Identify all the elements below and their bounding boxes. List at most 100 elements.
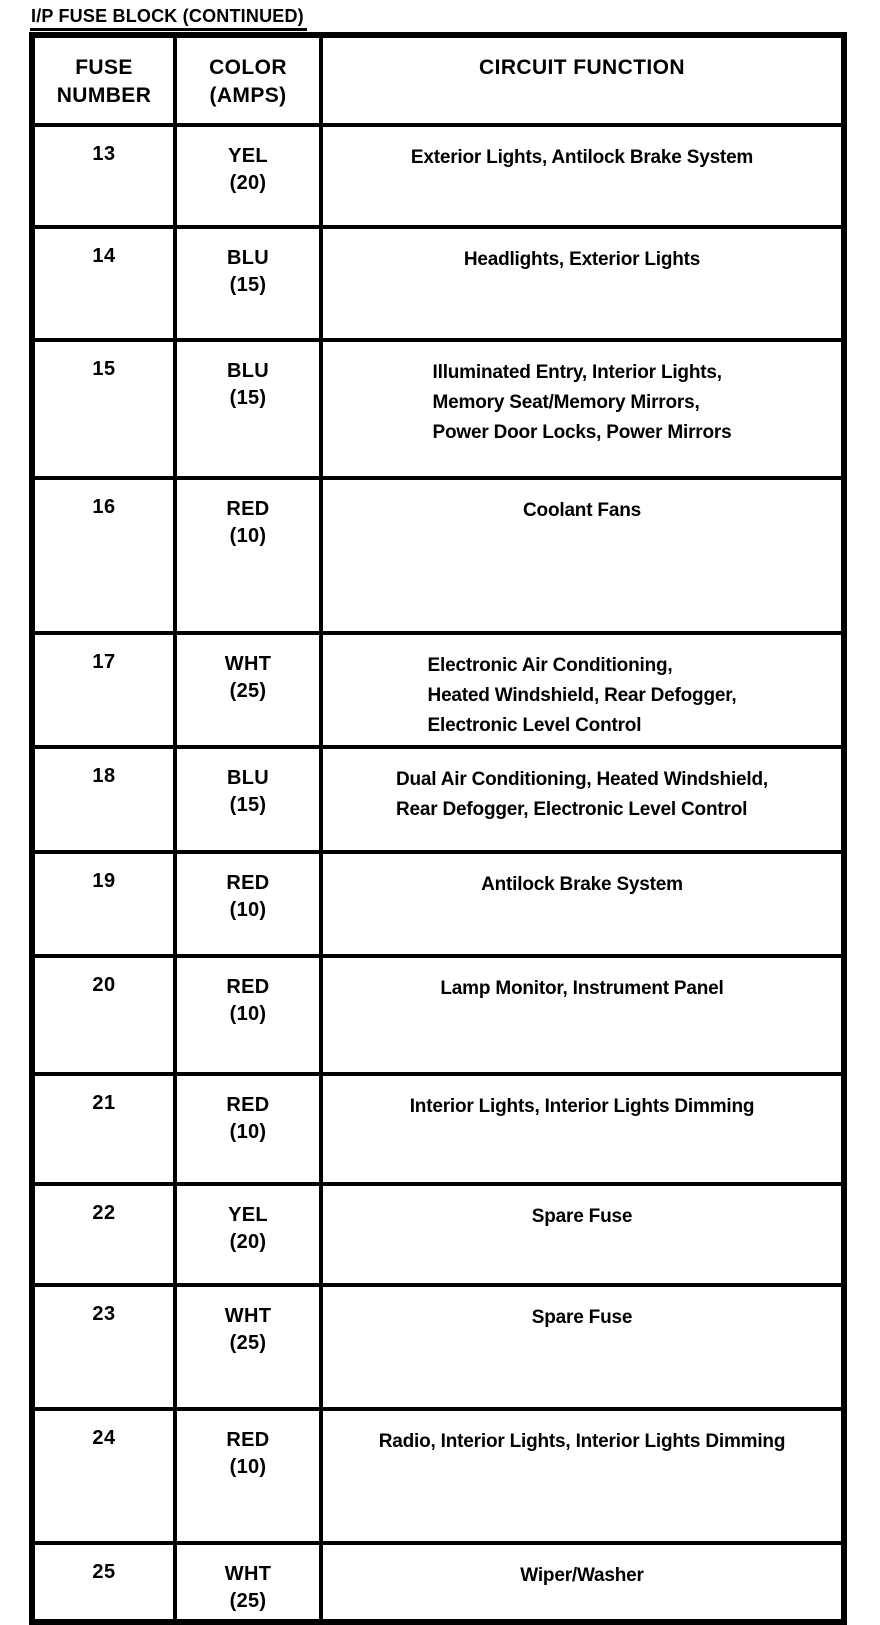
fuse-color: YEL	[228, 145, 268, 167]
fuse-amps: (10)	[229, 899, 267, 921]
table-row: 23 WHT (25) Spare Fuse	[30, 1283, 846, 1411]
table-row: 25 WHT (25) Wiper/Washer	[30, 1541, 846, 1624]
circuit-function-cell: Headlights, Exterior Lights	[319, 225, 846, 342]
page-title: I/P FUSE BLOCK (CONTINUED)	[30, 6, 307, 31]
fuse-amps: (10)	[229, 1121, 267, 1143]
circuit-function-cell: Lamp Monitor, Instrument Panel	[319, 954, 846, 1076]
color-amps-cell: BLU (15)	[173, 225, 323, 342]
circuit-function-cell: Dual Air Conditioning, Heated Windshield…	[319, 745, 846, 854]
circuit-function-cell: Exterior Lights, Antilock Brake System	[319, 123, 846, 229]
table-row: 21 RED (10) Interior Lights, Interior Lig…	[30, 1072, 846, 1186]
fuse-number-cell: 14	[30, 225, 177, 342]
table-row: 14 BLU (15) Headlights, Exterior Lights	[30, 225, 846, 342]
circuit-function-text: Spare Fuse	[531, 1307, 633, 1328]
color-amps-cell: YEL (20)	[173, 1182, 323, 1287]
table-header-row: FUSE NUMBER COLOR (AMPS) CIRCUIT FUNCTIO…	[30, 33, 846, 127]
fuse-amps: (15)	[229, 387, 267, 409]
color-amps-cell: RED (10)	[173, 850, 323, 958]
fuse-number-cell: 13	[30, 123, 177, 229]
circuit-function-cell: Spare Fuse	[319, 1283, 846, 1411]
fuse-amps: (25)	[229, 1332, 267, 1354]
fuse-number-cell: 22	[30, 1182, 177, 1287]
circuit-function-text: Exterior Lights, Antilock Brake System	[410, 147, 754, 168]
fuse-amps: (25)	[229, 680, 267, 702]
fuse-amps: (15)	[229, 794, 267, 816]
circuit-function-text: Lamp Monitor, Instrument Panel	[440, 978, 724, 999]
fuse-amps: (20)	[229, 1231, 267, 1253]
circuit-function-cell: Electronic Air Conditioning, Heated Wind…	[319, 631, 846, 749]
circuit-function-cell: Wiper/Washer	[319, 1541, 846, 1624]
circuit-function-cell: Spare Fuse	[319, 1182, 846, 1287]
fuse-number-cell: 18	[30, 745, 177, 854]
col-header-fuse-number: FUSE NUMBER	[30, 33, 177, 127]
fuse-color: RED	[226, 498, 270, 520]
fuse-number-cell: 19	[30, 850, 177, 958]
fuse-number-cell: 16	[30, 476, 177, 635]
circuit-function-text: Electronic Air Conditioning, Heated Wind…	[427, 655, 737, 736]
table-row: 19 RED (10) Antilock Brake System	[30, 850, 846, 958]
color-amps-cell: WHT (25)	[173, 1283, 323, 1411]
color-amps-cell: RED (10)	[173, 1407, 323, 1545]
table-row: 18 BLU (15) Dual Air Conditioning, Heated…	[30, 745, 846, 854]
fuse-amps: (10)	[229, 525, 267, 547]
table-row: 13 YEL (20) Exterior Lights, Antilock Bra…	[30, 123, 846, 229]
col-header-fuse-number-label: FUSE NUMBER	[56, 56, 152, 107]
circuit-function-cell: Coolant Fans	[319, 476, 846, 635]
fuse-color: BLU	[226, 247, 269, 269]
col-header-color-amps-label: COLOR (AMPS)	[209, 56, 287, 107]
fuse-number-cell: 23	[30, 1283, 177, 1411]
fuse-number-cell: 25	[30, 1541, 177, 1624]
table-row: 17 WHT (25) Electronic Air Conditioning, …	[30, 631, 846, 749]
fuse-color: WHT	[224, 1563, 272, 1585]
fuse-number-cell: 24	[30, 1407, 177, 1545]
circuit-function-cell: Radio, Interior Lights, Interior Lights …	[319, 1407, 846, 1545]
circuit-function-text: Coolant Fans	[523, 500, 641, 521]
col-header-color-amps: COLOR (AMPS)	[173, 33, 323, 127]
table-row: 24 RED (10) Radio, Interior Lights, Inter…	[30, 1407, 846, 1545]
color-amps-cell: WHT (25)	[173, 631, 323, 749]
table-row: 15 BLU (15) Illuminated Entry, Interior L…	[30, 338, 846, 480]
circuit-function-cell: Antilock Brake System	[319, 850, 846, 958]
fuse-color: RED	[226, 872, 270, 894]
fuse-number-cell: 20	[30, 954, 177, 1076]
fuse-color: WHT	[224, 1305, 272, 1327]
circuit-function-cell: Interior Lights, Interior Lights Dimming	[319, 1072, 846, 1186]
color-amps-cell: BLU (15)	[173, 338, 323, 480]
col-header-circuit-function-label: CIRCUIT FUNCTION	[479, 56, 685, 79]
fuse-color: RED	[226, 976, 270, 998]
color-amps-cell: RED (10)	[173, 1072, 323, 1186]
circuit-function-text: Antilock Brake System	[481, 874, 683, 895]
color-amps-cell: RED (10)	[173, 954, 323, 1076]
circuit-function-text: Illuminated Entry, Interior Lights, Memo…	[432, 362, 732, 443]
fuse-amps: (20)	[229, 172, 267, 194]
circuit-function-text: Dual Air Conditioning, Heated Windshield…	[396, 769, 768, 820]
fuse-color: RED	[226, 1094, 270, 1116]
circuit-function-cell: Illuminated Entry, Interior Lights, Memo…	[319, 338, 846, 480]
table-row: 16 RED (10) Coolant Fans	[30, 476, 846, 635]
circuit-function-text: Interior Lights, Interior Lights Dimming	[409, 1096, 755, 1117]
fuse-number-cell: 17	[30, 631, 177, 749]
fuse-number-cell: 21	[30, 1072, 177, 1186]
fuse-amps: (10)	[229, 1456, 267, 1478]
fuse-color: YEL	[228, 1204, 268, 1226]
color-amps-cell: WHT (25)	[173, 1541, 323, 1624]
circuit-function-text: Wiper/Washer	[520, 1565, 644, 1586]
color-amps-cell: YEL (20)	[173, 123, 323, 229]
color-amps-cell: BLU (15)	[173, 745, 323, 854]
fuse-color: WHT	[224, 653, 272, 675]
fuse-amps: (10)	[229, 1003, 267, 1025]
col-header-circuit-function: CIRCUIT FUNCTION	[319, 33, 846, 127]
fuse-amps: (25)	[229, 1590, 267, 1612]
circuit-function-text: Spare Fuse	[531, 1206, 633, 1227]
fuse-number-cell: 15	[30, 338, 177, 480]
fuse-block-table: FUSE NUMBER COLOR (AMPS) CIRCUIT FUNCTIO…	[29, 32, 847, 1625]
fuse-amps: (15)	[229, 274, 267, 296]
color-amps-cell: RED (10)	[173, 476, 323, 635]
table-row: 22 YEL (20) Spare Fuse	[30, 1182, 846, 1287]
fuse-color: BLU	[226, 767, 269, 789]
fuse-color: BLU	[226, 360, 269, 382]
table-row: 20 RED (10) Lamp Monitor, Instrument Pane…	[30, 954, 846, 1076]
fuse-color: RED	[226, 1429, 270, 1451]
circuit-function-text: Headlights, Exterior Lights	[463, 249, 701, 270]
